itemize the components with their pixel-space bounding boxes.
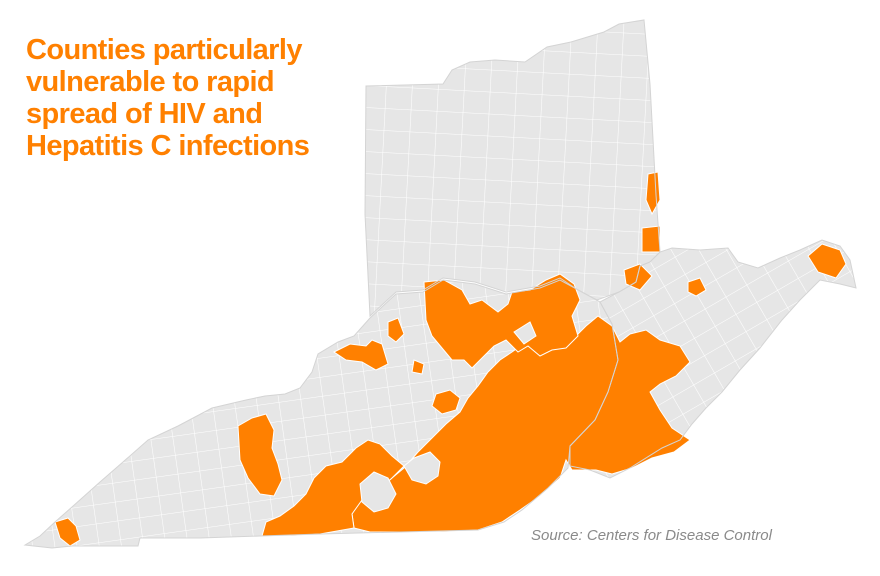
county-cluster-appalachia [351,315,691,533]
vulnerable-counties [54,171,847,547]
county-ky-small-1 [411,359,425,375]
title-line-3: spread of HIV and [26,98,263,130]
title-line-4: Hepatitis C infections [26,130,310,162]
county-northern-ky-1 [333,339,389,371]
state-ohio [365,20,660,316]
county-cluster-west-ky [237,413,283,497]
county-wv-north [687,277,707,297]
county-cluster-south-central-ky [261,439,405,537]
county-ohio-east-3 [623,263,653,291]
county-cluster-central-ky [431,389,461,415]
county-northern-ky-2 [387,317,405,343]
county-far-west-ky [54,517,81,547]
county-cluster-southern-ohio [423,273,581,369]
non-vulnerable-counties-in-cluster [359,321,537,513]
title-line-1: Counties particularly [26,34,302,66]
source-note: Source: Centers for Disease Control [531,527,772,544]
title-line-2: vulnerable to rapid [26,66,275,98]
county-wv-east [807,243,847,279]
county-ohio-east-2 [641,225,661,253]
map-title: Counties particularly vulnerable to rapi… [26,34,356,162]
